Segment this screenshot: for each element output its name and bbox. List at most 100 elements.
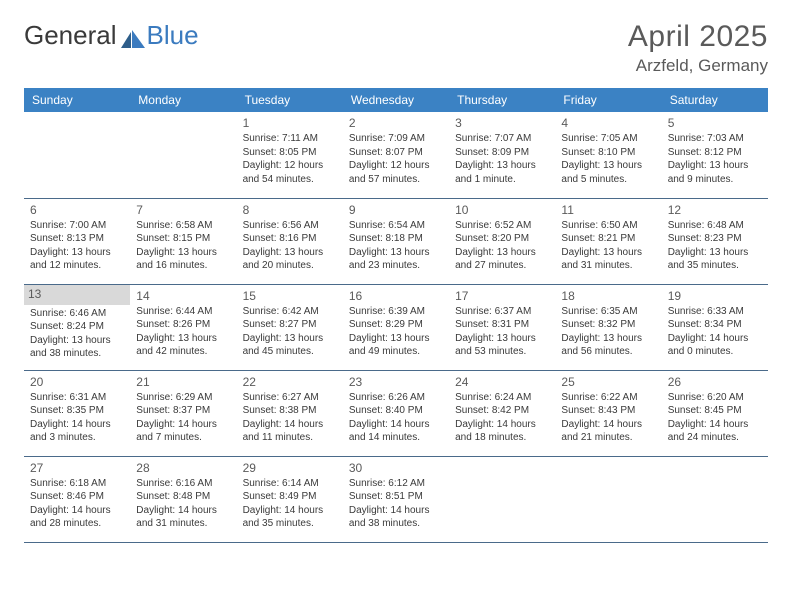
daylight-text: Daylight: 14 hours and 31 minutes. (136, 504, 230, 531)
day-cell: 18 Sunrise: 6:35 AMSunset: 8:32 PMDayligh… (555, 284, 661, 370)
day-number: 14 (136, 289, 230, 303)
sunrise-text: Sunrise: 6:18 AM (30, 477, 124, 491)
sunrise-text: Sunrise: 6:22 AM (561, 391, 655, 405)
day-info: Sunrise: 6:26 AMSunset: 8:40 PMDaylight:… (349, 391, 443, 445)
day-cell: 4 Sunrise: 7:05 AMSunset: 8:10 PMDaylight… (555, 112, 661, 198)
day-number: 4 (561, 116, 655, 130)
week-row: 13Sunrise: 6:46 AMSunset: 8:24 PMDayligh… (24, 284, 768, 370)
day-number: 30 (349, 461, 443, 475)
day-info: Sunrise: 6:33 AMSunset: 8:34 PMDaylight:… (668, 305, 762, 359)
sunrise-text: Sunrise: 6:16 AM (136, 477, 230, 491)
day-cell: 27Sunrise: 6:18 AMSunset: 8:46 PMDayligh… (24, 456, 130, 542)
day-info: Sunrise: 6:56 AMSunset: 8:16 PMDaylight:… (243, 219, 337, 273)
sunset-text: Sunset: 8:42 PM (455, 404, 549, 418)
dayhead-fri: Friday (555, 88, 661, 112)
sunrise-text: Sunrise: 6:12 AM (349, 477, 443, 491)
daylight-text: Daylight: 13 hours and 23 minutes. (349, 246, 443, 273)
calendar-body: 1Sunrise: 7:11 AMSunset: 8:05 PMDaylight… (24, 112, 768, 542)
daylight-text: Daylight: 13 hours and 45 minutes. (243, 332, 337, 359)
sunrise-text: Sunrise: 6:35 AM (561, 305, 655, 319)
sunrise-text: Sunrise: 6:44 AM (136, 305, 230, 319)
day-info: Sunrise: 7:11 AMSunset: 8:05 PMDaylight:… (243, 132, 337, 186)
day-number: 24 (455, 375, 549, 389)
day-number: 15 (243, 289, 337, 303)
day-info: Sunrise: 6:54 AMSunset: 8:18 PMDaylight:… (349, 219, 443, 273)
day-info: Sunrise: 6:29 AMSunset: 8:37 PMDaylight:… (136, 391, 230, 445)
day-info: Sunrise: 6:31 AMSunset: 8:35 PMDaylight:… (30, 391, 124, 445)
dayhead-thu: Thursday (449, 88, 555, 112)
day-info: Sunrise: 6:18 AMSunset: 8:46 PMDaylight:… (30, 477, 124, 531)
daylight-text: Daylight: 13 hours and 27 minutes. (455, 246, 549, 273)
sunset-text: Sunset: 8:38 PM (243, 404, 337, 418)
sunset-text: Sunset: 8:40 PM (349, 404, 443, 418)
dayhead-tue: Tuesday (237, 88, 343, 112)
day-cell: 7 Sunrise: 6:58 AMSunset: 8:15 PMDaylight… (130, 198, 236, 284)
daylight-text: Daylight: 13 hours and 5 minutes. (561, 159, 655, 186)
title-block: April 2025 Arzfeld, Germany (628, 20, 768, 76)
daylight-text: Daylight: 12 hours and 54 minutes. (243, 159, 337, 186)
day-cell (24, 112, 130, 198)
day-cell: 16Sunrise: 6:39 AMSunset: 8:29 PMDayligh… (343, 284, 449, 370)
day-cell: 3 Sunrise: 7:07 AMSunset: 8:09 PMDaylight… (449, 112, 555, 198)
day-number: 10 (455, 203, 549, 217)
day-info: Sunrise: 6:24 AMSunset: 8:42 PMDaylight:… (455, 391, 549, 445)
daylight-text: Daylight: 14 hours and 18 minutes. (455, 418, 549, 445)
day-info: Sunrise: 6:48 AMSunset: 8:23 PMDaylight:… (668, 219, 762, 273)
day-cell: 15 Sunrise: 6:42 AMSunset: 8:27 PMDayligh… (237, 284, 343, 370)
sunrise-text: Sunrise: 6:52 AM (455, 219, 549, 233)
day-info: Sunrise: 6:44 AMSunset: 8:26 PMDaylight:… (136, 305, 230, 359)
day-info: Sunrise: 6:42 AMSunset: 8:27 PMDaylight:… (243, 305, 337, 359)
day-cell: 6Sunrise: 7:00 AMSunset: 8:13 PMDaylight… (24, 198, 130, 284)
sunset-text: Sunset: 8:45 PM (668, 404, 762, 418)
day-number: 12 (668, 203, 762, 217)
sunset-text: Sunset: 8:48 PM (136, 490, 230, 504)
day-cell: 24 Sunrise: 6:24 AMSunset: 8:42 PMDayligh… (449, 370, 555, 456)
day-cell (449, 456, 555, 542)
daylight-text: Daylight: 13 hours and 9 minutes. (668, 159, 762, 186)
day-number: 3 (455, 116, 549, 130)
daylight-text: Daylight: 14 hours and 7 minutes. (136, 418, 230, 445)
header: General Blue April 2025 Arzfeld, Germany (24, 20, 768, 76)
daylight-text: Daylight: 13 hours and 42 minutes. (136, 332, 230, 359)
day-info: Sunrise: 6:35 AMSunset: 8:32 PMDaylight:… (561, 305, 655, 359)
sunrise-text: Sunrise: 6:42 AM (243, 305, 337, 319)
day-number: 19 (668, 289, 762, 303)
daylight-text: Daylight: 12 hours and 57 minutes. (349, 159, 443, 186)
sunset-text: Sunset: 8:16 PM (243, 232, 337, 246)
day-number: 18 (561, 289, 655, 303)
day-number: 29 (243, 461, 337, 475)
day-number: 22 (243, 375, 337, 389)
sunrise-text: Sunrise: 6:58 AM (136, 219, 230, 233)
sunrise-text: Sunrise: 7:03 AM (668, 132, 762, 146)
day-number: 23 (349, 375, 443, 389)
day-cell: 11Sunrise: 6:50 AMSunset: 8:21 PMDayligh… (555, 198, 661, 284)
week-row: 27Sunrise: 6:18 AMSunset: 8:46 PMDayligh… (24, 456, 768, 542)
day-info: Sunrise: 6:58 AMSunset: 8:15 PMDaylight:… (136, 219, 230, 273)
daylight-text: Daylight: 14 hours and 0 minutes. (668, 332, 762, 359)
day-cell: 23 Sunrise: 6:26 AMSunset: 8:40 PMDayligh… (343, 370, 449, 456)
day-cell (662, 456, 768, 542)
sunset-text: Sunset: 8:10 PM (561, 146, 655, 160)
day-number: 6 (30, 203, 124, 217)
logo-text-1: General (24, 20, 117, 51)
day-cell: 14 Sunrise: 6:44 AMSunset: 8:26 PMDayligh… (130, 284, 236, 370)
day-info: Sunrise: 7:07 AMSunset: 8:09 PMDaylight:… (455, 132, 549, 186)
day-number: 7 (136, 203, 230, 217)
day-cell: 8Sunrise: 6:56 AMSunset: 8:16 PMDaylight… (237, 198, 343, 284)
day-info: Sunrise: 7:05 AMSunset: 8:10 PMDaylight:… (561, 132, 655, 186)
sunset-text: Sunset: 8:18 PM (349, 232, 443, 246)
sunrise-text: Sunrise: 6:31 AM (30, 391, 124, 405)
sunrise-text: Sunrise: 6:54 AM (349, 219, 443, 233)
day-cell: 13Sunrise: 6:46 AMSunset: 8:24 PMDayligh… (24, 284, 130, 370)
day-number: 11 (561, 203, 655, 217)
calendar-table: Sunday Monday Tuesday Wednesday Thursday… (24, 88, 768, 543)
sunrise-text: Sunrise: 6:29 AM (136, 391, 230, 405)
day-cell: 25Sunrise: 6:22 AMSunset: 8:43 PMDayligh… (555, 370, 661, 456)
daylight-text: Daylight: 13 hours and 1 minute. (455, 159, 549, 186)
day-cell: 22 Sunrise: 6:27 AMSunset: 8:38 PMDayligh… (237, 370, 343, 456)
sunset-text: Sunset: 8:32 PM (561, 318, 655, 332)
day-info: Sunrise: 6:27 AMSunset: 8:38 PMDaylight:… (243, 391, 337, 445)
day-info: Sunrise: 6:14 AMSunset: 8:49 PMDaylight:… (243, 477, 337, 531)
sunrise-text: Sunrise: 6:20 AM (668, 391, 762, 405)
daylight-text: Daylight: 14 hours and 11 minutes. (243, 418, 337, 445)
